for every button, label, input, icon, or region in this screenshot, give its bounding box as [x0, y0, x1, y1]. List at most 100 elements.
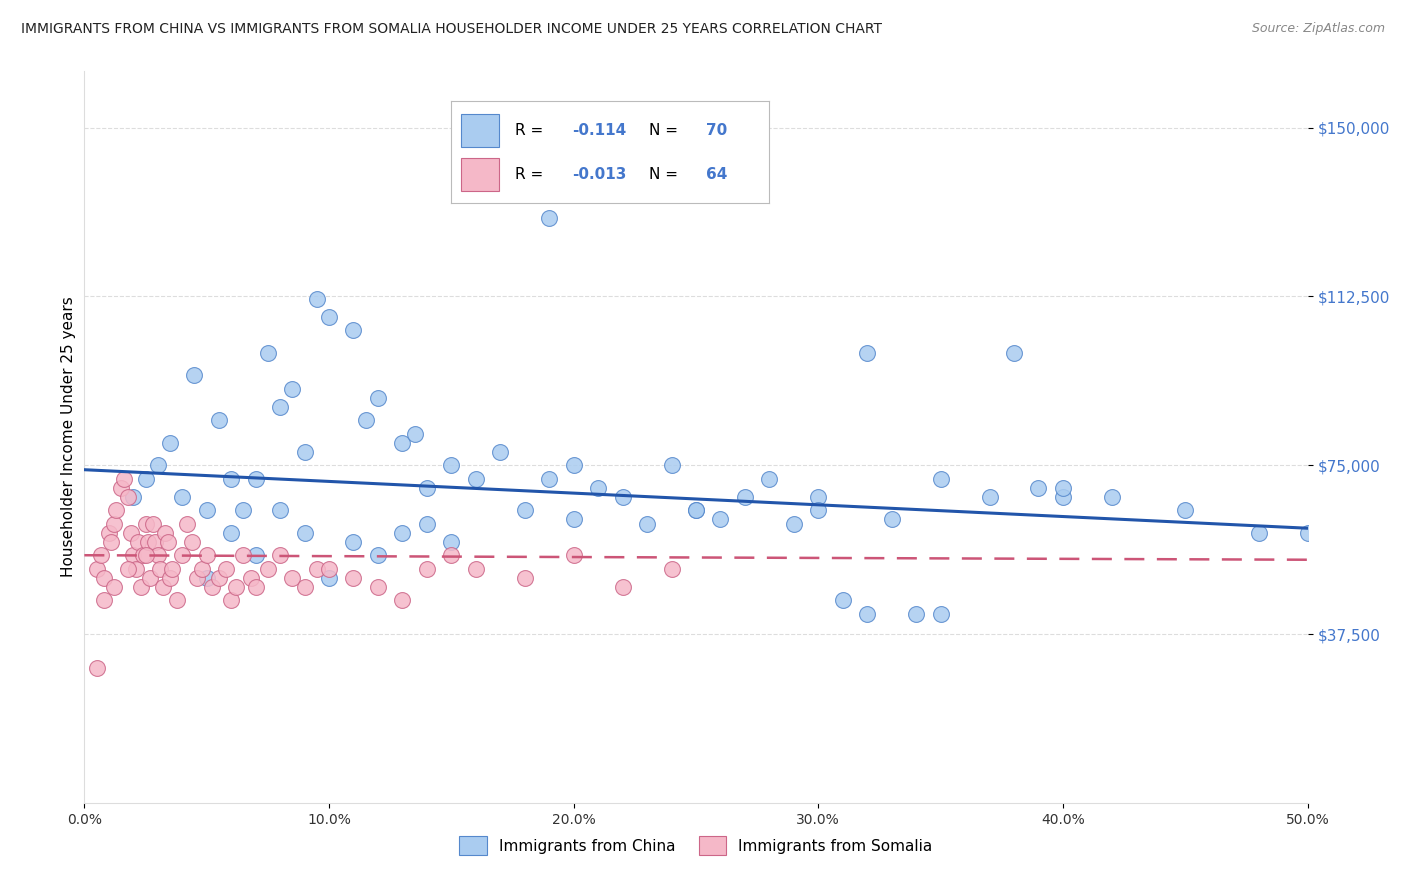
- Point: [294, 580, 316, 594]
- Legend: Immigrants from China, Immigrants from Somalia: Immigrants from China, Immigrants from S…: [453, 830, 939, 861]
- Point: [367, 548, 389, 562]
- Point: [93, 593, 115, 607]
- Point: [191, 562, 214, 576]
- Point: [172, 490, 194, 504]
- Point: [404, 426, 426, 441]
- Point: [880, 512, 903, 526]
- Point: [195, 503, 218, 517]
- Point: [586, 481, 609, 495]
- Point: [636, 516, 658, 531]
- Point: [1174, 503, 1197, 517]
- Text: IMMIGRANTS FROM CHINA VS IMMIGRANTS FROM SOMALIA HOUSEHOLDER INCOME UNDER 25 YEA: IMMIGRANTS FROM CHINA VS IMMIGRANTS FROM…: [21, 22, 882, 37]
- Point: [513, 571, 536, 585]
- Point: [440, 458, 463, 473]
- Point: [464, 562, 486, 576]
- Point: [135, 472, 157, 486]
- Point: [162, 562, 184, 576]
- Point: [200, 580, 222, 594]
- Point: [232, 503, 254, 517]
- Point: [269, 503, 291, 517]
- Point: [181, 534, 204, 549]
- Point: [979, 490, 1001, 504]
- Point: [152, 580, 174, 594]
- Point: [612, 580, 634, 594]
- Point: [122, 548, 145, 562]
- Point: [856, 607, 879, 621]
- Point: [208, 413, 231, 427]
- Point: [709, 512, 731, 526]
- Point: [440, 534, 463, 549]
- Point: [929, 607, 952, 621]
- Point: [831, 593, 853, 607]
- Point: [219, 525, 242, 540]
- Point: [661, 562, 683, 576]
- Point: [195, 571, 218, 585]
- Point: [135, 548, 157, 562]
- Point: [232, 548, 254, 562]
- Point: [464, 472, 486, 486]
- Point: [1101, 490, 1123, 504]
- Point: [513, 503, 536, 517]
- Point: [86, 562, 108, 576]
- Point: [112, 472, 135, 486]
- Point: [416, 562, 439, 576]
- Point: [245, 580, 267, 594]
- Point: [136, 534, 159, 549]
- Point: [117, 562, 139, 576]
- Point: [318, 571, 340, 585]
- Point: [391, 435, 413, 450]
- Y-axis label: Householder Income Under 25 years: Householder Income Under 25 years: [60, 297, 76, 577]
- Point: [125, 562, 148, 576]
- Point: [294, 444, 316, 458]
- Point: [391, 593, 413, 607]
- Point: [139, 571, 162, 585]
- Point: [856, 345, 879, 359]
- Point: [1028, 481, 1050, 495]
- Point: [758, 472, 780, 486]
- Point: [153, 525, 176, 540]
- Point: [117, 490, 139, 504]
- Point: [342, 571, 364, 585]
- Point: [612, 490, 634, 504]
- Point: [416, 516, 439, 531]
- Point: [208, 571, 231, 585]
- Point: [783, 516, 806, 531]
- Point: [142, 516, 165, 531]
- Point: [195, 548, 218, 562]
- Point: [281, 382, 304, 396]
- Point: [166, 593, 188, 607]
- Point: [143, 534, 166, 549]
- Point: [305, 292, 328, 306]
- Point: [176, 516, 198, 531]
- Point: [562, 548, 585, 562]
- Point: [135, 516, 157, 531]
- Point: [245, 548, 267, 562]
- Point: [685, 503, 707, 517]
- Point: [120, 525, 142, 540]
- Point: [172, 548, 194, 562]
- Point: [685, 503, 707, 517]
- Point: [132, 548, 155, 562]
- Point: [342, 323, 364, 337]
- Point: [416, 481, 439, 495]
- Point: [86, 661, 108, 675]
- Point: [146, 548, 169, 562]
- Point: [257, 345, 280, 359]
- Point: [219, 472, 242, 486]
- Point: [354, 413, 377, 427]
- Point: [215, 562, 238, 576]
- Point: [294, 525, 316, 540]
- Point: [807, 490, 830, 504]
- Point: [269, 548, 291, 562]
- Point: [93, 571, 115, 585]
- Point: [305, 562, 328, 576]
- Point: [269, 400, 291, 414]
- Point: [318, 310, 340, 324]
- Point: [1296, 525, 1319, 540]
- Point: [110, 481, 132, 495]
- Point: [367, 391, 389, 405]
- Point: [103, 580, 125, 594]
- Point: [342, 534, 364, 549]
- Point: [929, 472, 952, 486]
- Point: [159, 571, 181, 585]
